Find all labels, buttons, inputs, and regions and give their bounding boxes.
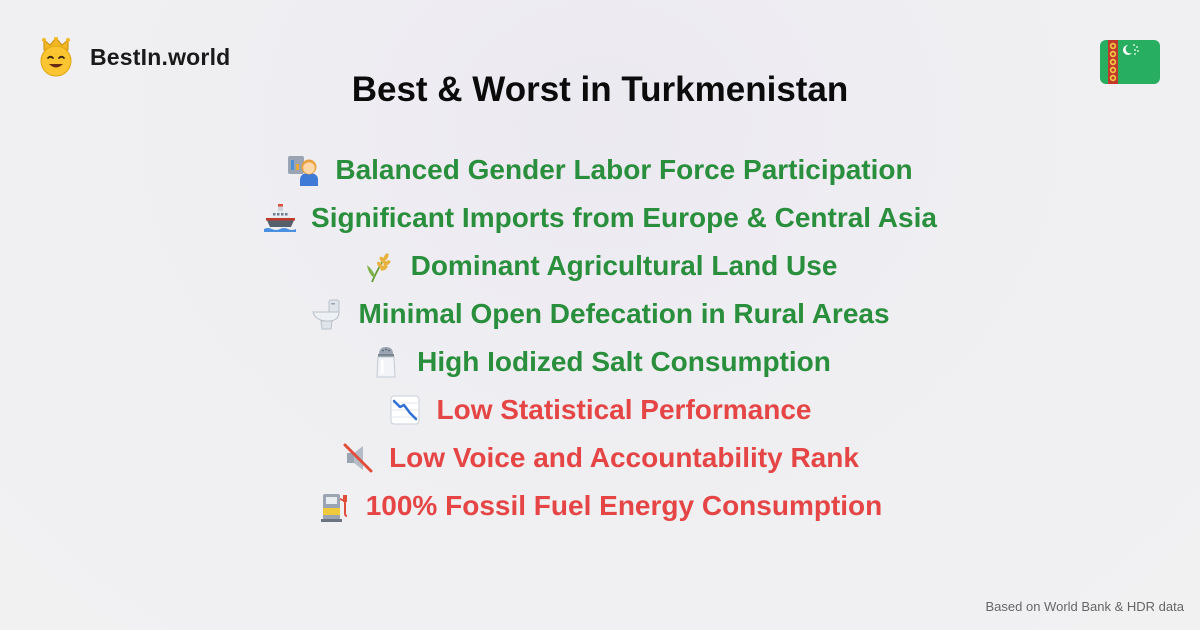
brand[interactable]: BestIn.world bbox=[38, 37, 230, 77]
item-text: Dominant Agricultural Land Use bbox=[410, 250, 838, 281]
list-item[interactable]: Balanced Gender Labor Force Participatio… bbox=[0, 146, 1200, 194]
brand-name: BestIn.world bbox=[90, 43, 231, 70]
list-item[interactable]: Low Statistical Performance bbox=[0, 386, 1200, 434]
toilet-icon bbox=[312, 299, 340, 330]
fuel-pump-icon bbox=[320, 494, 347, 522]
page-title: Best & Worst in Turkmenistan bbox=[351, 70, 849, 109]
wheat-icon bbox=[366, 253, 391, 283]
list-item[interactable]: Low Voice and Accountability Rank bbox=[0, 434, 1200, 482]
item-text: Balanced Gender Labor Force Participatio… bbox=[335, 154, 913, 185]
list-item[interactable]: Dominant Agricultural Land Use bbox=[0, 242, 1200, 290]
list-item[interactable]: Minimal Open Defecation in Rural Areas bbox=[0, 290, 1200, 338]
item-text: Low Voice and Accountability Rank bbox=[389, 442, 859, 473]
footer-source-note: Based on World Bank & HDR data bbox=[985, 599, 1184, 614]
item-text: High Iodized Salt Consumption bbox=[417, 346, 831, 377]
chart-decreasing-icon bbox=[390, 395, 420, 425]
item-text: Significant Imports from Europe & Centra… bbox=[311, 202, 937, 233]
woman-office-worker-icon bbox=[288, 156, 319, 186]
item-text: 100% Fossil Fuel Energy Consumption bbox=[365, 490, 883, 521]
muted-speaker-icon bbox=[343, 443, 373, 473]
ranking-list: Balanced Gender Labor Force Participatio… bbox=[0, 146, 1200, 530]
list-item[interactable]: Significant Imports from Europe & Centra… bbox=[0, 194, 1200, 242]
ship-icon bbox=[264, 204, 297, 232]
item-text: Minimal Open Defecation in Rural Areas bbox=[358, 298, 890, 329]
salt-shaker-icon bbox=[376, 347, 396, 378]
item-text: Low Statistical Performance bbox=[436, 394, 812, 425]
list-item[interactable]: 100% Fossil Fuel Energy Consumption bbox=[0, 482, 1200, 530]
list-item[interactable]: High Iodized Salt Consumption bbox=[0, 338, 1200, 386]
turkmenistan-flag-icon bbox=[1100, 40, 1160, 84]
crowned-smiley-icon bbox=[40, 37, 72, 77]
